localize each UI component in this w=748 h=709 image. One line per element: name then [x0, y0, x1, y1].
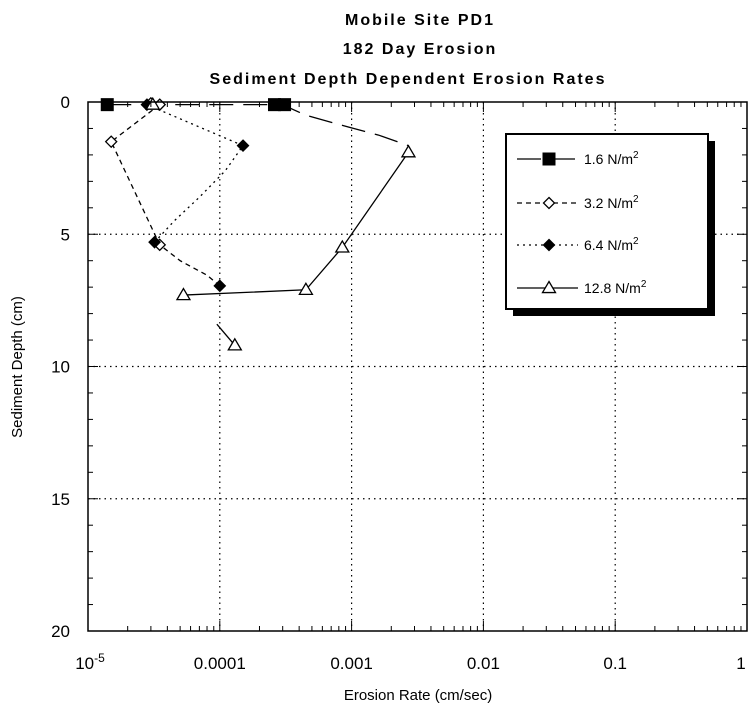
- title-line-3: Sediment Depth Dependent Erosion Rates: [210, 71, 607, 88]
- data-point: [104, 135, 118, 149]
- data-point: [236, 139, 250, 153]
- data-point: [175, 287, 192, 301]
- data-point: [227, 337, 243, 351]
- legend-label: 6.4 N/m2: [584, 236, 639, 253]
- data-point: [145, 96, 161, 110]
- data-point: [213, 279, 227, 293]
- data-point: [334, 239, 350, 253]
- axis-ticks: [87, 101, 747, 632]
- x-axis-label: Erosion Rate (cm/sec): [344, 687, 492, 704]
- legend-marker: [542, 238, 556, 252]
- series-line: [107, 103, 409, 147]
- data-point: [148, 235, 161, 249]
- legend-entry-2: 3.2 N/m2: [517, 194, 639, 211]
- legend-label: 12.8 N/m2: [584, 279, 647, 296]
- legend-entry-1: 1.6 N/m2: [517, 150, 639, 167]
- series-line: [110, 102, 221, 287]
- legend: 1.6 N/m2 3.2 N/m2 6.4 N/m2 12.8 N/m2: [505, 133, 715, 316]
- x-tick-label-power: 10-5: [75, 651, 105, 673]
- title-line-2: 182 Day Erosion: [343, 41, 498, 58]
- legend-entry-3: 6.4 N/m2: [517, 236, 639, 253]
- y-tick-label: 10: [51, 358, 70, 377]
- title-line-1: Mobile Site PD1: [345, 12, 495, 29]
- series-line-segment: [216, 323, 236, 346]
- x-tick-label: 0.01: [467, 654, 500, 673]
- y-tick-label: 5: [61, 225, 70, 244]
- series-3: [140, 98, 250, 293]
- y-tick-label: 0: [61, 93, 70, 112]
- legend-marker: [541, 280, 557, 294]
- legend-marker: [542, 196, 556, 210]
- x-tick-label: 0.1: [603, 654, 627, 673]
- series-line: [183, 151, 409, 296]
- chart-title: Mobile Site PD1 182 Day Erosion Sediment…: [210, 12, 607, 88]
- series-4: [145, 96, 417, 351]
- x-tick-label: 1: [736, 654, 745, 673]
- legend-entry-4: 12.8 N/m2: [517, 279, 647, 296]
- legend-label: 1.6 N/m2: [584, 150, 639, 167]
- y-axis-label: Sediment Depth (cm): [9, 296, 26, 438]
- x-tick-label: 0.001: [330, 654, 373, 673]
- y-tick-label: 15: [51, 490, 70, 509]
- data-point: [400, 144, 417, 158]
- legend-marker: [542, 152, 556, 166]
- legend-label: 3.2 N/m2: [584, 194, 639, 211]
- series-2: [104, 96, 221, 287]
- data-point: [298, 282, 314, 295]
- data-point: [100, 98, 114, 112]
- series-line: [146, 104, 245, 243]
- x-tick-label: 0.0001: [194, 654, 246, 673]
- y-tick-label: 20: [51, 622, 70, 641]
- data-point: [278, 98, 292, 112]
- legend-box: [505, 133, 709, 310]
- data-series: [100, 96, 417, 351]
